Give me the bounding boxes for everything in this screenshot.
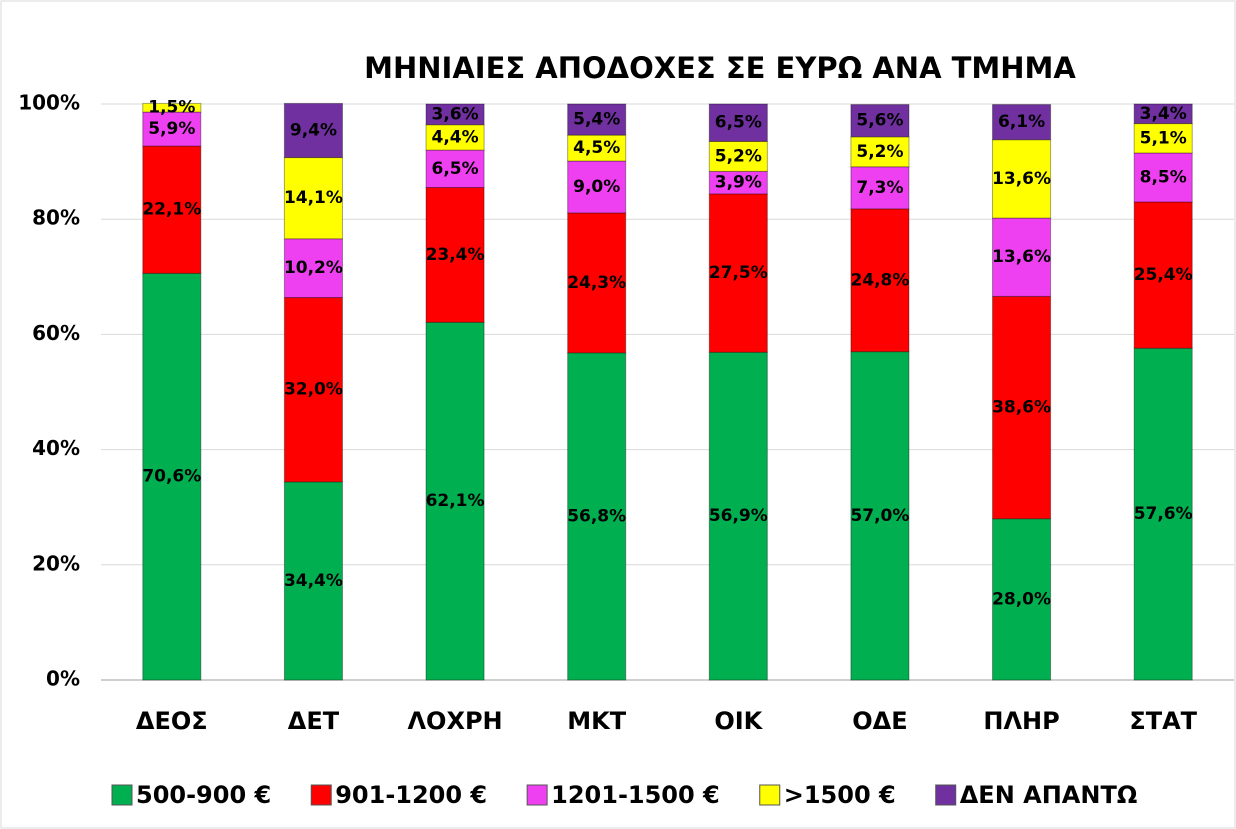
bar-segment bbox=[283, 157, 343, 240]
y-tick-label: 100% bbox=[18, 91, 80, 115]
bar-segment bbox=[142, 145, 202, 274]
legend-swatch bbox=[310, 784, 332, 806]
data-label: 23,4% bbox=[426, 245, 485, 265]
legend-swatch bbox=[935, 784, 957, 806]
data-label: 22,1% bbox=[142, 200, 201, 220]
data-label: 6,5% bbox=[715, 113, 762, 133]
legend-swatch bbox=[111, 784, 133, 806]
data-label: 28,0% bbox=[992, 589, 1051, 609]
bar-segment bbox=[142, 111, 202, 147]
bar-segment bbox=[708, 351, 768, 681]
bar-segment bbox=[708, 140, 768, 172]
data-label: 6,1% bbox=[998, 112, 1045, 132]
bar-segment bbox=[850, 208, 910, 353]
legend-label: 901-1200 € bbox=[335, 781, 487, 809]
data-label: 24,8% bbox=[850, 270, 909, 290]
x-tick-label: ΟΔΕ bbox=[852, 707, 907, 735]
bar-segment bbox=[567, 352, 627, 681]
data-label: 13,6% bbox=[992, 169, 1051, 189]
data-label: 9,0% bbox=[573, 177, 620, 197]
x-tick-label: ΠΛΗΡ bbox=[983, 707, 1059, 735]
data-label: 24,3% bbox=[567, 273, 626, 293]
data-label: 5,1% bbox=[1140, 128, 1187, 148]
bar-segment bbox=[425, 321, 485, 681]
bar-segment bbox=[1133, 347, 1193, 681]
data-label: 3,4% bbox=[1140, 104, 1187, 124]
data-label: 4,4% bbox=[431, 127, 478, 147]
bar-segment bbox=[425, 124, 485, 151]
x-tick-label: ΟΙΚ bbox=[714, 707, 763, 735]
bar-segment bbox=[1133, 123, 1193, 154]
bar-segment bbox=[850, 351, 910, 681]
data-label: 5,6% bbox=[856, 111, 903, 131]
bar-segment bbox=[567, 212, 627, 354]
data-label: 9,4% bbox=[290, 120, 337, 140]
bar-segment bbox=[283, 481, 343, 681]
legend-swatch bbox=[759, 784, 781, 806]
y-tick-label: 0% bbox=[46, 667, 80, 691]
bar-segment bbox=[425, 103, 485, 126]
legend-swatch bbox=[526, 784, 548, 806]
bar-segment bbox=[425, 187, 485, 323]
chart-title: ΜΗΝΙΑΙΕΣ ΑΠΟΔΟΧΕΣ ΣΕ ΕΥΡΩ ΑΝΑ ΤΜΗΜΑ bbox=[364, 51, 1076, 85]
bar-segment bbox=[992, 104, 1052, 141]
data-label: 56,8% bbox=[567, 506, 626, 526]
legend-label: ΔΕΝ ΑΠΑΝΤΩ bbox=[960, 781, 1138, 809]
y-tick-label: 20% bbox=[32, 551, 80, 575]
data-label: 5,2% bbox=[715, 146, 762, 166]
data-label: 10,2% bbox=[284, 258, 343, 278]
data-label: 5,9% bbox=[148, 119, 195, 139]
x-tick-label: ΜΚΤ bbox=[567, 707, 626, 735]
bar-segment bbox=[142, 102, 202, 113]
data-label: 8,5% bbox=[1140, 167, 1187, 187]
data-label: 38,6% bbox=[992, 398, 1051, 418]
bar-segment bbox=[567, 160, 627, 214]
bar-segment bbox=[283, 297, 343, 483]
data-label: 5,2% bbox=[856, 142, 903, 162]
y-tick-label: 80% bbox=[32, 206, 80, 230]
data-label: 3,6% bbox=[431, 104, 478, 124]
data-label: 14,1% bbox=[284, 188, 343, 208]
x-tick-label: ΛΟΧΡΗ bbox=[407, 707, 502, 735]
data-label: 5,4% bbox=[573, 110, 620, 130]
data-label: 56,9% bbox=[709, 506, 768, 526]
bar-segment bbox=[992, 217, 1052, 297]
data-label: 7,3% bbox=[856, 178, 903, 198]
y-tick-label: 60% bbox=[32, 321, 80, 345]
data-label: 13,6% bbox=[992, 247, 1051, 267]
data-label: 27,5% bbox=[709, 263, 768, 283]
bar-segment bbox=[992, 518, 1052, 681]
bar-segment bbox=[567, 103, 627, 136]
data-label: 25,4% bbox=[1134, 265, 1193, 285]
bar-segment bbox=[708, 193, 768, 353]
bar-segment bbox=[1133, 103, 1193, 125]
x-tick-label: ΣΤΑΤ bbox=[1129, 707, 1197, 735]
x-tick-label: ΔΕΟΣ bbox=[136, 707, 208, 735]
bar-segment bbox=[142, 272, 202, 681]
bar-segment bbox=[850, 104, 910, 138]
legend-label: 1201-1500 € bbox=[551, 781, 720, 809]
data-label: 1,5% bbox=[148, 98, 195, 118]
bar-segment bbox=[850, 136, 910, 168]
y-tick-label: 40% bbox=[32, 436, 80, 460]
data-label: 32,0% bbox=[284, 380, 343, 400]
data-label: 62,1% bbox=[426, 491, 485, 511]
bar-segment bbox=[708, 103, 768, 142]
bar-segment bbox=[1133, 152, 1193, 203]
data-label: 57,6% bbox=[1134, 504, 1193, 524]
data-label: 4,5% bbox=[573, 138, 620, 158]
data-label: 34,4% bbox=[284, 571, 343, 591]
data-label: 6,5% bbox=[431, 159, 478, 179]
legend-label: >1500 € bbox=[784, 781, 896, 809]
data-label: 57,0% bbox=[850, 506, 909, 526]
data-label: 70,6% bbox=[142, 467, 201, 487]
bar-segment bbox=[283, 102, 343, 159]
bar-segment bbox=[283, 238, 343, 299]
x-tick-label: ΔΕΤ bbox=[288, 707, 340, 735]
data-label: 3,9% bbox=[715, 173, 762, 193]
bar-segment bbox=[992, 295, 1052, 520]
bar-segment bbox=[567, 134, 627, 162]
legend-label: 500-900 € bbox=[136, 781, 271, 809]
